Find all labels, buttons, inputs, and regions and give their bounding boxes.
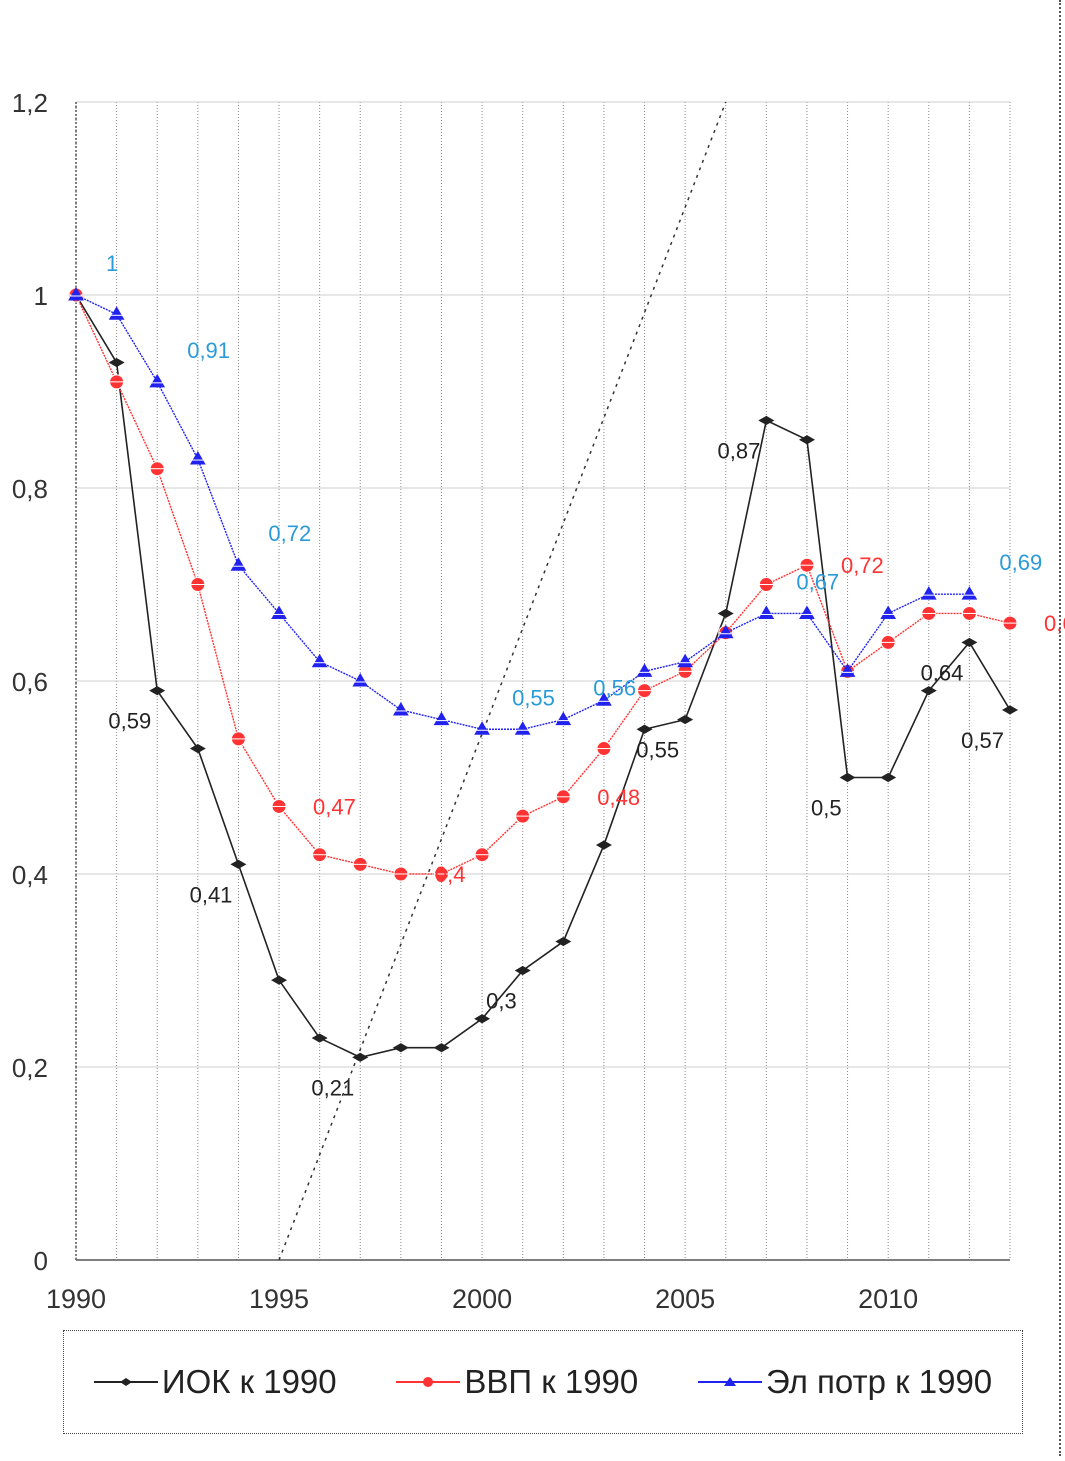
data-point-triangle <box>474 721 490 735</box>
data-label: 0,72 <box>268 521 311 546</box>
data-point-triangle <box>514 721 531 735</box>
data-point-diamond <box>230 859 247 869</box>
y-tick-label: 0,4 <box>12 860 48 890</box>
data-label: 0,55 <box>512 685 555 710</box>
data-point-triangle <box>189 451 206 465</box>
data-point-diamond <box>149 686 166 696</box>
data-label: 0,57 <box>961 728 1004 753</box>
data-label: 0,48 <box>597 785 640 810</box>
data-point-diamond <box>555 936 572 947</box>
data-point-triangle <box>311 653 328 668</box>
series-line-1 <box>75 294 1011 875</box>
data-point-triangle <box>717 624 734 639</box>
data-point-diamond <box>880 772 897 783</box>
legend-swatch <box>697 1377 762 1386</box>
data-point-diamond <box>758 415 775 426</box>
data-label: 0,69 <box>999 550 1042 575</box>
data-point-triangle <box>799 605 815 619</box>
data-point-diamond <box>352 1052 369 1062</box>
data-point-triangle <box>677 653 694 668</box>
data-label: 0,66 <box>1044 611 1065 636</box>
data-point-triangle <box>596 692 612 706</box>
data-label: 0,91 <box>187 338 230 363</box>
data-point-diamond <box>677 715 694 725</box>
x-tick-label: 2000 <box>452 1284 512 1314</box>
data-label: 0,67 <box>796 569 839 594</box>
data-point-diamond <box>392 1043 409 1053</box>
y-tick-label: 0 <box>34 1246 48 1276</box>
data-point-diamond <box>474 1014 491 1024</box>
data-point-diamond <box>514 965 531 976</box>
x-tick-label: 2005 <box>655 1284 715 1314</box>
data-label: 0,64 <box>921 660 964 685</box>
data-point-triangle <box>271 605 287 619</box>
data-point-triangle <box>839 663 856 677</box>
legend-swatch <box>396 1377 461 1387</box>
trendline <box>278 101 727 1261</box>
legend-item: ИОК к 1990 <box>93 1363 337 1401</box>
data-point-diamond <box>920 686 937 696</box>
y-tick-label: 1,2 <box>12 88 48 118</box>
legend-label: ИОК к 1990 <box>161 1363 337 1400</box>
data-label: 0,47 <box>313 794 356 819</box>
data-label: 0,55 <box>636 738 679 763</box>
data-point-diamond <box>636 724 653 734</box>
x-tick-label: 1995 <box>249 1284 309 1314</box>
x-tick-label: 2010 <box>858 1284 918 1314</box>
series-line-0 <box>75 294 1011 1059</box>
data-label: 0,56 <box>593 676 636 701</box>
frame-border <box>1059 0 1061 1456</box>
y-tick-label: 1 <box>34 281 48 311</box>
y-tick-label: 0,6 <box>12 667 48 697</box>
data-point-triangle <box>392 701 409 716</box>
data-point-triangle <box>920 586 937 600</box>
data-point-triangle <box>961 586 978 600</box>
data-point-diamond <box>595 840 612 850</box>
legend-swatch <box>93 1378 158 1386</box>
legend-item: ВВП к 1990 <box>396 1363 638 1401</box>
data-point-diamond <box>271 975 288 985</box>
data-point-triangle <box>108 306 125 320</box>
data-point-diamond <box>433 1043 450 1053</box>
data-point-triangle <box>758 605 775 619</box>
legend-label: Эл потр к 1990 <box>765 1363 993 1400</box>
y-tick-label: 0,8 <box>12 474 48 504</box>
data-point-triangle <box>149 373 166 388</box>
data-point-triangle <box>230 557 247 571</box>
legend-label: ВВП к 1990 <box>464 1363 639 1400</box>
data-label: 0,41 <box>190 882 233 907</box>
data-point-diamond <box>311 1033 328 1043</box>
legend: ИОК к 1990 ВВП к 1990 Эл потр к 1990 <box>63 1330 1023 1434</box>
data-label: 0,5 <box>811 796 842 821</box>
data-label: 0,3 <box>486 989 517 1014</box>
data-point-diamond <box>108 357 125 368</box>
data-point-diamond <box>1001 705 1019 715</box>
x-tick-label: 1990 <box>46 1284 106 1314</box>
data-point-diamond <box>717 608 734 619</box>
data-point-triangle <box>880 605 897 619</box>
data-point-diamond <box>961 637 978 647</box>
data-point-diamond <box>189 743 206 754</box>
y-tick-label: 0,2 <box>12 1053 48 1083</box>
data-point-triangle <box>68 287 84 301</box>
data-point-triangle <box>433 711 450 726</box>
data-point-diamond <box>798 435 815 445</box>
data-point-diamond <box>839 772 856 783</box>
data-label: 0,4 <box>435 862 466 887</box>
data-point-triangle <box>352 673 369 687</box>
data-label: 0,72 <box>841 553 884 578</box>
data-point-triangle <box>636 663 653 677</box>
data-label: 0,59 <box>108 709 151 734</box>
data-label: 1 <box>106 251 118 276</box>
data-label: 0,21 <box>311 1075 354 1100</box>
data-point-triangle <box>555 711 572 726</box>
legend-item: Эл потр к 1990 <box>697 1363 993 1401</box>
data-label: 0,87 <box>718 438 761 463</box>
